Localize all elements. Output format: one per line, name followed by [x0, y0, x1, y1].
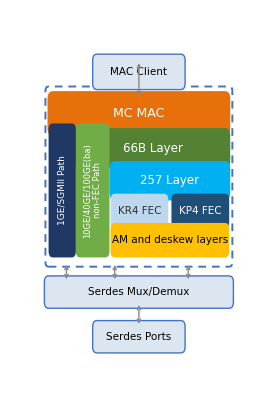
Text: 1GE/SGMII Path: 1GE/SGMII Path: [58, 156, 67, 225]
Text: MAC Client: MAC Client: [110, 67, 167, 77]
Text: KP4 FEC: KP4 FEC: [179, 206, 222, 216]
FancyBboxPatch shape: [111, 223, 229, 258]
Text: KR4 FEC: KR4 FEC: [118, 206, 161, 216]
Text: 10GE/40GE/100GE(ba)
non-FEC Path: 10GE/40GE/100GE(ba) non-FEC Path: [83, 143, 102, 238]
FancyBboxPatch shape: [93, 54, 185, 90]
FancyBboxPatch shape: [93, 320, 185, 353]
FancyBboxPatch shape: [75, 128, 230, 168]
FancyBboxPatch shape: [49, 124, 76, 258]
FancyBboxPatch shape: [44, 276, 233, 308]
Text: MC MAC: MC MAC: [113, 107, 164, 120]
Text: AM and deskew layers: AM and deskew layers: [112, 235, 228, 245]
FancyBboxPatch shape: [109, 161, 230, 200]
Text: 66B Layer: 66B Layer: [122, 142, 182, 154]
Text: 257 Layer: 257 Layer: [140, 174, 199, 187]
FancyBboxPatch shape: [47, 91, 230, 136]
FancyBboxPatch shape: [111, 194, 168, 228]
Text: Serdes Mux/Demux: Serdes Mux/Demux: [88, 287, 190, 297]
Text: Serdes Ports: Serdes Ports: [106, 332, 172, 342]
FancyBboxPatch shape: [76, 124, 109, 258]
FancyBboxPatch shape: [172, 194, 229, 228]
